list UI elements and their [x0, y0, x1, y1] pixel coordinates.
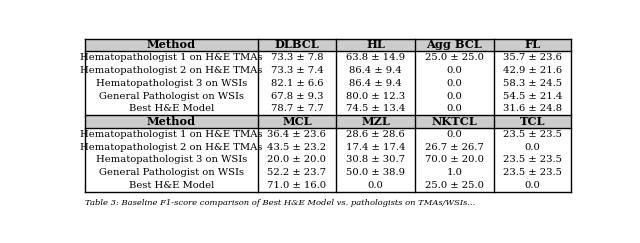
Text: Method: Method: [147, 39, 196, 50]
Text: 78.7 ± 7.7: 78.7 ± 7.7: [271, 104, 323, 113]
Bar: [493, 38, 571, 51]
Text: DLBCL: DLBCL: [275, 39, 319, 50]
Text: 70.0 ± 20.0: 70.0 ± 20.0: [425, 156, 484, 165]
Text: 43.5 ± 23.2: 43.5 ± 23.2: [268, 143, 326, 152]
Text: 58.3 ± 24.5: 58.3 ± 24.5: [503, 79, 562, 88]
Text: 1.0: 1.0: [446, 168, 462, 177]
Text: 54.5 ± 21.4: 54.5 ± 21.4: [502, 92, 562, 101]
Text: 31.6 ± 24.8: 31.6 ± 24.8: [503, 104, 562, 113]
Text: 26.7 ± 26.7: 26.7 ± 26.7: [425, 143, 484, 152]
Text: 0.0: 0.0: [447, 92, 462, 101]
Text: 82.1 ± 6.6: 82.1 ± 6.6: [271, 79, 323, 88]
Bar: [257, 38, 336, 51]
Text: 35.7 ± 23.6: 35.7 ± 23.6: [503, 53, 562, 62]
Text: General Pathologist on WSIs: General Pathologist on WSIs: [99, 168, 244, 177]
Text: Hematopathologist 1 on H&E TMAs: Hematopathologist 1 on H&E TMAs: [80, 130, 262, 139]
Text: 86.4 ± 9.4: 86.4 ± 9.4: [349, 79, 402, 88]
Bar: [257, 115, 336, 128]
Text: General Pathologist on WSIs: General Pathologist on WSIs: [99, 92, 244, 101]
Text: HL: HL: [366, 39, 385, 50]
Text: 23.5 ± 23.5: 23.5 ± 23.5: [503, 168, 562, 177]
Text: 0.0: 0.0: [524, 181, 540, 190]
Bar: [85, 115, 257, 128]
Text: 20.0 ± 20.0: 20.0 ± 20.0: [268, 156, 326, 165]
Bar: [85, 38, 257, 51]
Bar: [415, 115, 493, 128]
Bar: [336, 115, 415, 128]
Text: 63.8 ± 14.9: 63.8 ± 14.9: [346, 53, 405, 62]
Text: 0.0: 0.0: [447, 66, 462, 75]
Text: 50.0 ± 38.9: 50.0 ± 38.9: [346, 168, 405, 177]
Text: 71.0 ± 16.0: 71.0 ± 16.0: [268, 181, 326, 190]
Bar: [336, 38, 415, 51]
Text: TCL: TCL: [520, 116, 545, 127]
Text: 0.0: 0.0: [447, 104, 462, 113]
Text: Hematopathologist 3 on WSIs: Hematopathologist 3 on WSIs: [95, 79, 247, 88]
Text: 25.0 ± 25.0: 25.0 ± 25.0: [425, 53, 484, 62]
Text: Best H&E Model: Best H&E Model: [129, 104, 214, 113]
Text: 80.0 ± 12.3: 80.0 ± 12.3: [346, 92, 405, 101]
Text: 25.0 ± 25.0: 25.0 ± 25.0: [425, 181, 484, 190]
Bar: [415, 38, 493, 51]
Text: Hematopathologist 3 on WSIs: Hematopathologist 3 on WSIs: [95, 156, 247, 165]
Text: MZL: MZL: [361, 116, 390, 127]
Text: 73.3 ± 7.4: 73.3 ± 7.4: [271, 66, 323, 75]
Text: Method: Method: [147, 116, 196, 127]
Text: Best H&E Model: Best H&E Model: [129, 181, 214, 190]
Text: 28.6 ± 28.6: 28.6 ± 28.6: [346, 130, 405, 139]
Text: Agg BCL: Agg BCL: [426, 39, 483, 50]
Text: Hematopathologist 2 on H&E TMAs: Hematopathologist 2 on H&E TMAs: [80, 66, 262, 75]
Text: FL: FL: [524, 39, 540, 50]
Text: 86.4 ± 9.4: 86.4 ± 9.4: [349, 66, 402, 75]
Text: Hematopathologist 1 on H&E TMAs: Hematopathologist 1 on H&E TMAs: [80, 53, 262, 62]
Text: 0.0: 0.0: [524, 143, 540, 152]
Text: MCL: MCL: [282, 116, 312, 127]
Text: 36.4 ± 23.6: 36.4 ± 23.6: [268, 130, 326, 139]
Text: 0.0: 0.0: [368, 181, 383, 190]
Text: 42.9 ± 21.6: 42.9 ± 21.6: [503, 66, 562, 75]
Text: 30.8 ± 30.7: 30.8 ± 30.7: [346, 156, 405, 165]
Text: 0.0: 0.0: [447, 130, 462, 139]
Text: 74.5 ± 13.4: 74.5 ± 13.4: [346, 104, 405, 113]
Text: 73.3 ± 7.8: 73.3 ± 7.8: [271, 53, 323, 62]
Text: 23.5 ± 23.5: 23.5 ± 23.5: [503, 156, 562, 165]
Text: NKTCL: NKTCL: [431, 116, 477, 127]
Text: 0.0: 0.0: [447, 79, 462, 88]
Text: Table 3: Baseline F1-score comparison of Best H&E Model vs. pathologists on TMAs: Table 3: Baseline F1-score comparison of…: [85, 200, 476, 208]
Text: 52.2 ± 23.7: 52.2 ± 23.7: [268, 168, 326, 177]
Text: Hematopathologist 2 on H&E TMAs: Hematopathologist 2 on H&E TMAs: [80, 143, 262, 152]
Bar: [493, 115, 571, 128]
Text: 17.4 ± 17.4: 17.4 ± 17.4: [346, 143, 405, 152]
Text: 23.5 ± 23.5: 23.5 ± 23.5: [503, 130, 562, 139]
Text: 67.8 ± 9.3: 67.8 ± 9.3: [271, 92, 323, 101]
